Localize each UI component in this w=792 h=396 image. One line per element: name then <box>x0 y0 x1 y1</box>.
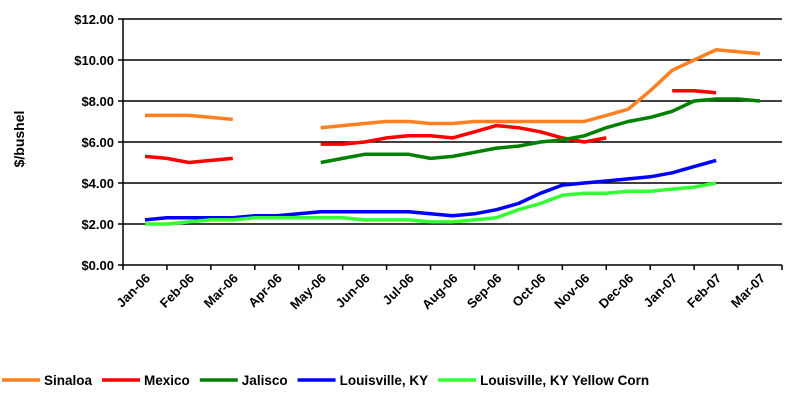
gridlines <box>118 18 783 270</box>
series-lines <box>144 48 761 226</box>
x-tick-label: Nov-06 <box>551 271 592 312</box>
x-tick-label: Apr-06 <box>245 271 285 311</box>
y-axis-tick-labels: $0.00 $2.00 $4.00 $6.00 $8.00 $10.00 $12.00 <box>74 12 114 273</box>
y-tick-label: $8.00 <box>81 94 114 109</box>
x-tick-label: Feb-07 <box>684 271 724 311</box>
axes <box>122 19 782 266</box>
x-tick-label: Aug-06 <box>419 271 461 313</box>
y-axis-label: $/bushel <box>11 111 27 168</box>
series-sinaloa <box>145 48 761 130</box>
series-jalisco <box>320 97 761 165</box>
series-louisville-ky-yellow-corn <box>145 181 717 226</box>
x-tick-label: Feb-06 <box>157 271 197 311</box>
series-line <box>145 113 233 122</box>
series-mexico <box>144 89 717 165</box>
x-tick-label: May-06 <box>287 271 329 313</box>
legend-label: Louisville, KY <box>340 373 429 388</box>
x-tick-label: Jan-06 <box>113 271 153 311</box>
x-tick-label: Mar-07 <box>728 271 768 311</box>
x-tick-label: Mar-06 <box>201 271 241 311</box>
legend-label: Mexico <box>144 373 190 388</box>
legend-label: Jalisco <box>242 373 288 388</box>
series-line <box>320 97 761 165</box>
series-line <box>144 158 717 222</box>
series-louisville-ky <box>144 158 717 222</box>
series-line <box>145 181 717 226</box>
legend-label: Louisville, KY Yellow Corn <box>480 373 649 388</box>
legend-item: Sinaloa <box>2 373 93 388</box>
x-tick-label: Jan-07 <box>641 271 681 311</box>
x-tick-label: Sep-06 <box>464 271 505 312</box>
legend-item: Louisville, KY <box>297 373 429 388</box>
y-tick-label: $2.00 <box>81 217 114 232</box>
legend-item: Louisville, KY Yellow Corn <box>438 373 649 388</box>
y-tick-label: $4.00 <box>81 176 114 191</box>
legend-item: Mexico <box>102 373 190 388</box>
y-tick-label: $0.00 <box>81 258 114 273</box>
series-line <box>320 48 761 130</box>
legend-item: Jalisco <box>199 373 288 388</box>
y-tick-label: $12.00 <box>74 12 114 27</box>
x-axis-tick-labels: Jan-06 Feb-06 Mar-06 Apr-06 May-06 Jun-06 Jul-… <box>113 271 768 313</box>
x-tick-label: Dec-06 <box>596 271 637 312</box>
legend: Sinaloa Mexico Jalisco Louisville, KY Louisv… <box>2 373 649 388</box>
series-line <box>320 123 607 146</box>
series-line <box>672 89 717 95</box>
y-tick-label: $6.00 <box>81 135 114 150</box>
x-tick-label: Oct-06 <box>509 271 548 310</box>
x-tick-label: Jul-06 <box>380 271 417 308</box>
y-tick-label: $10.00 <box>74 53 114 68</box>
series-line <box>144 154 233 165</box>
legend-label: Sinaloa <box>44 373 93 388</box>
x-tick-label: Jun-06 <box>333 271 373 311</box>
